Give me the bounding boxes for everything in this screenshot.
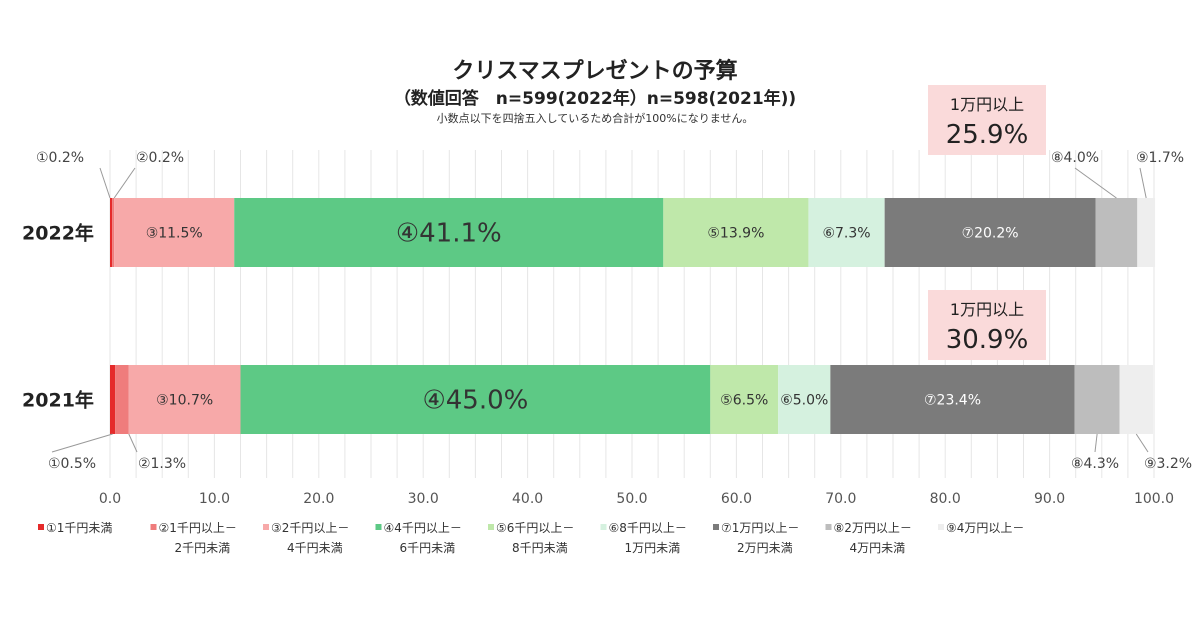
category-label: 2021年 bbox=[22, 389, 94, 412]
bar-segment bbox=[128, 365, 241, 434]
leader-line bbox=[51, 433, 113, 453]
legend-label: ①1千円未満 bbox=[46, 521, 112, 535]
data-label: ⑦20.2% bbox=[962, 226, 1019, 242]
annotation-box bbox=[928, 290, 1046, 360]
data-label: ①0.5% bbox=[48, 456, 96, 472]
x-tick-label: 80.0 bbox=[930, 491, 961, 507]
legend-swatch bbox=[825, 524, 832, 530]
data-label: ⑨3.2% bbox=[1144, 456, 1192, 472]
bar-segment bbox=[240, 365, 711, 434]
bar-segment bbox=[110, 198, 113, 267]
leader-line bbox=[1074, 167, 1117, 199]
bar-segment bbox=[1095, 198, 1138, 267]
legend-label: ⑦1万円以上－ bbox=[721, 521, 799, 535]
legend-label: ⑥8千円以上－ bbox=[609, 521, 687, 535]
data-label: ⑤6.5% bbox=[720, 393, 768, 409]
legend-label-line2: 2万円未満 bbox=[737, 541, 793, 555]
x-tick-label: 20.0 bbox=[303, 491, 334, 507]
annotation-value: 25.9% bbox=[946, 120, 1029, 150]
data-label: ⑧4.0% bbox=[1051, 150, 1099, 166]
annotation-label: 1万円以上 bbox=[950, 300, 1024, 319]
legend-label: ⑧2万円以上－ bbox=[834, 521, 912, 535]
x-tick-label: 40.0 bbox=[512, 491, 543, 507]
x-tick-label: 100.0 bbox=[1134, 491, 1174, 507]
leader-line bbox=[99, 167, 111, 199]
legend-swatch bbox=[938, 524, 944, 530]
bar-segment bbox=[1137, 198, 1156, 267]
leader-line bbox=[1135, 433, 1149, 453]
bar-segment bbox=[110, 365, 116, 434]
legend-label-line2: 2千円未満 bbox=[175, 541, 231, 555]
legend-label: ②1千円以上－ bbox=[159, 521, 237, 535]
leader-line bbox=[113, 167, 136, 199]
x-tick-label: 0.0 bbox=[99, 491, 121, 507]
legend-label-line2: 6千円未満 bbox=[400, 541, 456, 555]
bar-segment bbox=[778, 365, 831, 434]
legend-label: ⑤6千円以上－ bbox=[496, 521, 574, 535]
x-tick-label: 60.0 bbox=[721, 491, 752, 507]
data-label: ⑥7.3% bbox=[822, 226, 870, 242]
x-tick-label: 10.0 bbox=[199, 491, 230, 507]
bar-segment bbox=[830, 365, 1075, 434]
legend-label-line2: 4千円未満 bbox=[287, 541, 343, 555]
bar-segment bbox=[808, 198, 885, 267]
data-label: ⑤13.9% bbox=[707, 226, 764, 242]
legend-label: ③2千円以上－ bbox=[271, 521, 349, 535]
data-label: ④45.0% bbox=[422, 386, 528, 416]
bar-segment bbox=[884, 198, 1096, 267]
legend-swatch bbox=[713, 524, 719, 530]
leader-line bbox=[1139, 167, 1147, 199]
legend-swatch bbox=[375, 524, 382, 530]
legend-swatch bbox=[38, 524, 44, 530]
data-label: ⑦23.4% bbox=[924, 393, 981, 409]
annotation-box bbox=[928, 85, 1046, 155]
annotation-label: 1万円以上 bbox=[950, 95, 1024, 114]
bar-segment bbox=[234, 198, 664, 267]
data-label: ⑧4.3% bbox=[1071, 456, 1119, 472]
data-label: ⑨1.7% bbox=[1136, 150, 1184, 166]
data-label: ③10.7% bbox=[156, 393, 213, 409]
legend-label: ⑨4万円以上－ bbox=[946, 521, 1024, 535]
legend-swatch bbox=[600, 524, 607, 530]
x-tick-label: 50.0 bbox=[616, 491, 647, 507]
x-tick-label: 90.0 bbox=[1034, 491, 1065, 507]
annotation-value: 30.9% bbox=[946, 325, 1029, 355]
chart-note: 小数点以下を四捨五入しているため合計が100%になりません。 bbox=[437, 111, 754, 125]
chart-title: クリスマスプレゼントの予算 bbox=[452, 58, 737, 84]
legend-label-line2: 4万円未満 bbox=[850, 541, 906, 555]
leader-line bbox=[128, 433, 138, 453]
data-label: ③11.5% bbox=[146, 226, 203, 242]
legend-swatch bbox=[488, 524, 494, 530]
x-tick-label: 30.0 bbox=[408, 491, 439, 507]
bar-segment bbox=[112, 198, 115, 267]
category-label: 2022年 bbox=[22, 222, 94, 245]
data-label: ⑥5.0% bbox=[780, 393, 828, 409]
legend-swatch bbox=[150, 524, 157, 530]
chart-subtitle: （数値回答 n=599(2022年）n=598(2021年)) bbox=[394, 88, 796, 109]
legend-label: ④4千円以上－ bbox=[384, 521, 462, 535]
legend-label-line2: 8千円未満 bbox=[512, 541, 568, 555]
bar-segment bbox=[1119, 365, 1153, 434]
bar-segment bbox=[115, 365, 129, 434]
bar-segment bbox=[114, 198, 235, 267]
data-label: ①0.2% bbox=[36, 150, 84, 166]
legend-label-line2: 1万円未満 bbox=[625, 541, 681, 555]
data-label: ②0.2% bbox=[136, 150, 184, 166]
bar-segment bbox=[1074, 365, 1120, 434]
leader-line bbox=[1094, 433, 1098, 453]
legend-swatch bbox=[263, 524, 269, 530]
data-label: ②1.3% bbox=[138, 456, 186, 472]
bar-segment bbox=[663, 198, 809, 267]
bar-segment bbox=[710, 365, 779, 434]
data-label: ④41.1% bbox=[396, 219, 502, 249]
x-tick-label: 70.0 bbox=[825, 491, 856, 507]
